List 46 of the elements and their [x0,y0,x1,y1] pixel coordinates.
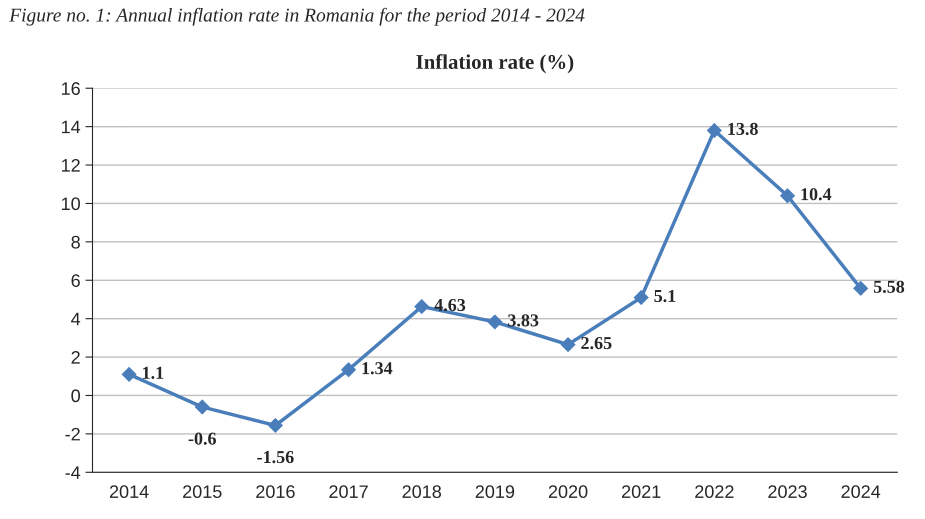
point [634,290,649,305]
point [122,366,136,382]
y-tick-label: 16 [62,82,80,95]
point [706,123,722,138]
x-tick-label: 2017 [329,485,368,498]
text: Figure no. 1: Annual inflation rate in Romania for the period 2014 - 2024 [9,8,585,26]
point [414,299,430,314]
x-tick-label: 2024 [842,485,880,498]
x-tick-label: 2020 [548,485,588,498]
data-label: 5.58 [874,280,904,293]
x-tick-label: 2021 [622,485,660,498]
data-label: 2.65 [581,336,612,350]
point [560,337,576,352]
y-tick-label: 8 [71,236,80,249]
data-label: -1.56 [257,451,294,464]
chart-title: Inflation rate (%) [416,54,574,74]
data-label: 4.63 [434,298,466,312]
data-label: 13.8 [728,122,758,136]
data-label: 10.4 [801,188,832,200]
data-label: 5.1 [654,290,676,302]
y-tick-label: 10 [62,197,80,210]
point [780,188,795,204]
x-tick-label: 2016 [256,485,295,498]
y-tick-label: 14 [62,120,80,134]
data-label: 1.1 [143,366,164,379]
x-tick-label: 2015 [183,485,222,498]
x-tick-label: 2018 [402,485,442,498]
data-label: -0.6 [188,432,216,445]
x-tick-label: 2019 [476,485,514,498]
data-label: 3.83 [508,314,538,327]
data-label: 1.34 [362,362,392,374]
y-tick-label: -2 [65,428,80,440]
y-tick-label: 12 [62,158,80,172]
x-tick-label: 2014 [110,485,149,498]
point [487,314,502,330]
x-tick-label: 2023 [768,485,807,498]
x-tick-label: 2022 [695,485,734,498]
point [268,418,283,433]
point [194,400,210,414]
point [853,280,868,296]
y-tick-label: 0 [71,389,80,402]
y-tick-label: 2 [72,351,80,364]
y-tick-label: -4 [65,466,80,479]
y-tick-label: 6 [72,274,80,287]
y-tick-label: 4 [71,312,80,326]
point [341,362,356,378]
